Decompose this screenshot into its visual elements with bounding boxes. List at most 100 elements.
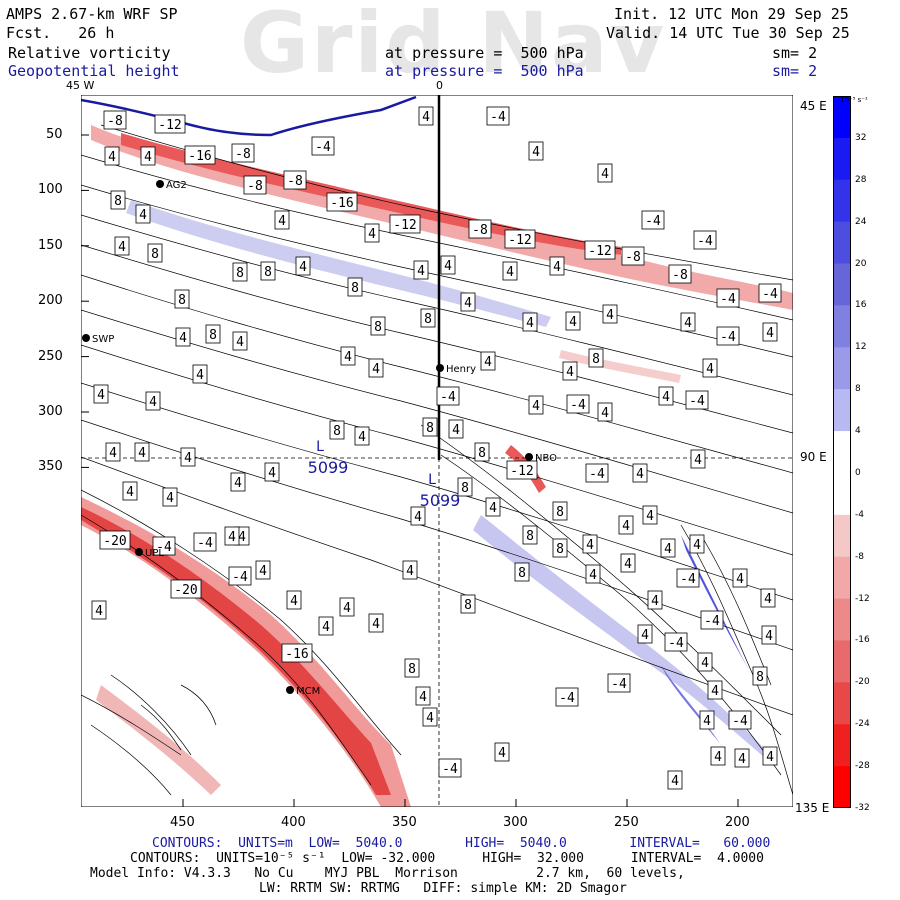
svg-text:4: 4	[601, 167, 609, 182]
svg-text:8: 8	[114, 194, 122, 209]
colorbar-segment	[833, 221, 851, 265]
colorbar-segment	[833, 137, 851, 181]
svg-text:-16: -16	[285, 647, 308, 662]
svg-text:-4: -4	[645, 214, 661, 229]
svg-text:4: 4	[97, 388, 105, 403]
svg-text:-4: -4	[720, 292, 736, 307]
pressure-1: at pressure = 500 hPa	[385, 44, 584, 62]
geopotential-contour	[81, 95, 417, 137]
svg-text:8: 8	[518, 566, 526, 581]
field-geopotential: Geopotential height	[8, 62, 180, 80]
contour-label: -4	[716, 288, 740, 308]
contour-label: 4	[618, 515, 634, 535]
contour-label: 4	[286, 590, 302, 610]
svg-text:4: 4	[290, 594, 298, 609]
svg-text:8: 8	[333, 424, 341, 439]
contour-label: -4	[436, 386, 460, 406]
svg-text:-4: -4	[762, 287, 778, 302]
contour-label: 8	[474, 442, 490, 462]
svg-text:4: 4	[358, 430, 366, 445]
contour-label: 8	[404, 658, 420, 678]
svg-text:-12: -12	[588, 244, 611, 259]
contour-label: -4	[555, 687, 579, 707]
svg-text:4: 4	[444, 259, 452, 274]
contour-label: 4	[597, 402, 613, 422]
contour-label: 4	[368, 613, 384, 633]
colorbar-label: 12	[855, 342, 867, 353]
contour-label: 4	[549, 256, 565, 276]
station-name: NBO	[535, 453, 557, 464]
svg-text:8: 8	[408, 662, 416, 677]
colorbar-segment	[833, 96, 851, 139]
svg-text:5099: 5099	[308, 458, 349, 477]
svg-text:-4: -4	[732, 714, 748, 729]
svg-text:4: 4	[664, 542, 672, 557]
svg-text:4: 4	[566, 365, 574, 380]
contour-label: 4	[192, 364, 208, 384]
svg-text:4: 4	[184, 451, 192, 466]
contour-label: 4	[255, 560, 271, 580]
svg-text:4: 4	[766, 750, 774, 765]
contour-label: -4	[438, 758, 462, 778]
contour-label: 4	[480, 351, 496, 371]
low-pressure-marker: L 5099	[308, 439, 349, 477]
svg-text:-4: -4	[680, 572, 696, 587]
svg-text:-20: -20	[174, 583, 197, 598]
svg-text:4: 4	[139, 208, 147, 223]
contour-label: 4	[364, 223, 380, 243]
colorbar-label: 0	[855, 467, 861, 478]
svg-text:8: 8	[526, 529, 534, 544]
station-marker: UPL	[135, 548, 164, 559]
svg-text:4: 4	[464, 296, 472, 311]
svg-text:L: L	[428, 472, 436, 488]
contour-label: 4	[140, 146, 156, 166]
contour-label: 4	[522, 312, 538, 332]
svg-text:8: 8	[426, 421, 434, 436]
contour-label: 4	[528, 395, 544, 415]
y-tick-label: 200	[38, 293, 63, 309]
contour-label: -8	[243, 175, 267, 195]
colorbar-label: -16	[855, 635, 870, 646]
contour-label: 4	[760, 588, 776, 608]
contour-label: 4	[707, 680, 723, 700]
contour-label: 4	[697, 652, 713, 672]
svg-text:4: 4	[344, 350, 352, 365]
svg-text:8: 8	[592, 352, 600, 367]
station-marker: AG2	[156, 180, 187, 191]
contour-label: 4	[448, 419, 464, 439]
contour-label: -4	[641, 210, 665, 230]
contour-label: 4	[91, 600, 107, 620]
svg-text:8: 8	[556, 505, 564, 520]
contour-label: 8	[552, 501, 568, 521]
contour-label: -4	[566, 394, 590, 414]
colorbar-label: 28	[855, 174, 867, 185]
contour-label: 4	[494, 742, 510, 762]
svg-text:8: 8	[209, 328, 217, 343]
low-pressure-marker: L 5099	[420, 472, 461, 510]
colorbar-label: -8	[855, 551, 864, 562]
contour-label: -4	[311, 136, 335, 156]
contour-label: 4	[620, 553, 636, 573]
contour-label: 4	[175, 327, 191, 347]
contour-label: 4	[702, 358, 718, 378]
contour-label: -4	[758, 283, 782, 303]
svg-text:4: 4	[419, 690, 427, 705]
contour-label: 8	[347, 277, 363, 297]
svg-text:4: 4	[414, 510, 422, 525]
contour-label: 4	[699, 710, 715, 730]
svg-text:-8: -8	[472, 223, 488, 238]
contour-label: 8	[174, 289, 190, 309]
svg-text:4: 4	[259, 564, 267, 579]
contour-label: 4	[180, 447, 196, 467]
contour-label: 8	[422, 417, 438, 437]
svg-text:4: 4	[138, 446, 146, 461]
contour-label: 8	[370, 316, 386, 336]
colorbar-segment	[833, 472, 851, 516]
contour-label: 4	[597, 163, 613, 183]
svg-text:4: 4	[343, 601, 351, 616]
colorbar-label: 32	[855, 132, 867, 143]
lon-label-0: 0	[436, 79, 443, 92]
svg-text:-4: -4	[156, 540, 172, 555]
svg-text:8: 8	[178, 293, 186, 308]
contour-label: -12	[584, 240, 616, 260]
